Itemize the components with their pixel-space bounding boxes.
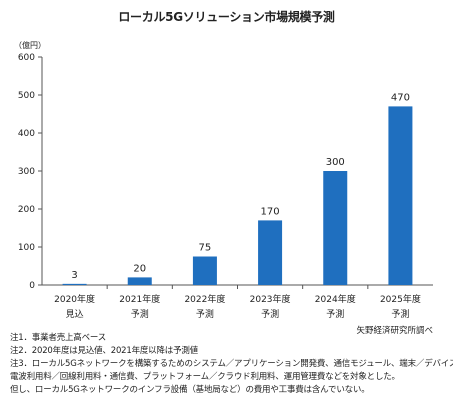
x-tick-label: 2020年度 — [54, 293, 95, 305]
note-2: 注2．2020年度は見込値、2021年度以降は予測値 — [10, 346, 198, 356]
notes: 注1．事業者売上高ベース 注2．2020年度は見込値、2021年度以降は予測値 … — [10, 332, 453, 397]
data-label: 20 — [133, 263, 146, 274]
y-tick-label: 200 — [18, 205, 35, 215]
note-1: 注1．事業者売上高ベース — [10, 333, 107, 343]
y-tick-label: 600 — [18, 53, 35, 63]
data-label: 75 — [199, 243, 212, 254]
y-tick-label: 100 — [18, 243, 35, 253]
bar — [192, 256, 217, 285]
bar — [258, 220, 283, 285]
y-tick-label: 300 — [18, 167, 35, 177]
y-tick-label: 400 — [18, 129, 35, 139]
data-label: 3 — [71, 270, 77, 281]
bar — [62, 283, 87, 285]
x-tick-label: 2023年度 — [250, 293, 291, 305]
chart-title: ローカル5Gソリューション市場規模予測 — [118, 10, 335, 24]
bar — [388, 106, 413, 286]
data-label: 470 — [391, 92, 410, 103]
source-label: 矢野経済研究所調べ — [356, 326, 433, 336]
x-tick-label: 2025年度 — [380, 293, 421, 305]
data-label: 170 — [261, 206, 280, 217]
note-4: 但し、ローカル5Gネットワークのインフラ設備（基地局など）の費用や工事費は含んで… — [10, 385, 370, 395]
x-tick-sublabel: 見込 — [66, 309, 84, 320]
y-unit-label: （億円） — [14, 40, 46, 50]
x-tick-label: 2022年度 — [184, 293, 225, 305]
x-tick-sublabel: 予測 — [196, 308, 214, 320]
x-tick-sublabel: 予測 — [391, 308, 409, 320]
data-label: 300 — [326, 157, 345, 168]
note-3: 注3．ローカル5Gネットワークを構築するためのシステム／アプリケーション開発費、… — [10, 359, 453, 369]
note-3-cont: 電波利用料／回線利用料・通信費、プラットフォーム／クラウド利用料、運用管理費など… — [10, 372, 400, 382]
x-tick-sublabel: 予測 — [261, 308, 279, 320]
bar — [127, 277, 152, 285]
y-tick-label: 500 — [18, 91, 35, 101]
x-tick-label: 2024年度 — [315, 293, 356, 305]
bar — [323, 171, 348, 285]
x-tick-sublabel: 予測 — [326, 308, 344, 320]
x-tick-label: 2021年度 — [119, 293, 160, 305]
y-tick-label: 0 — [29, 281, 35, 291]
x-tick-sublabel: 予測 — [131, 308, 149, 320]
